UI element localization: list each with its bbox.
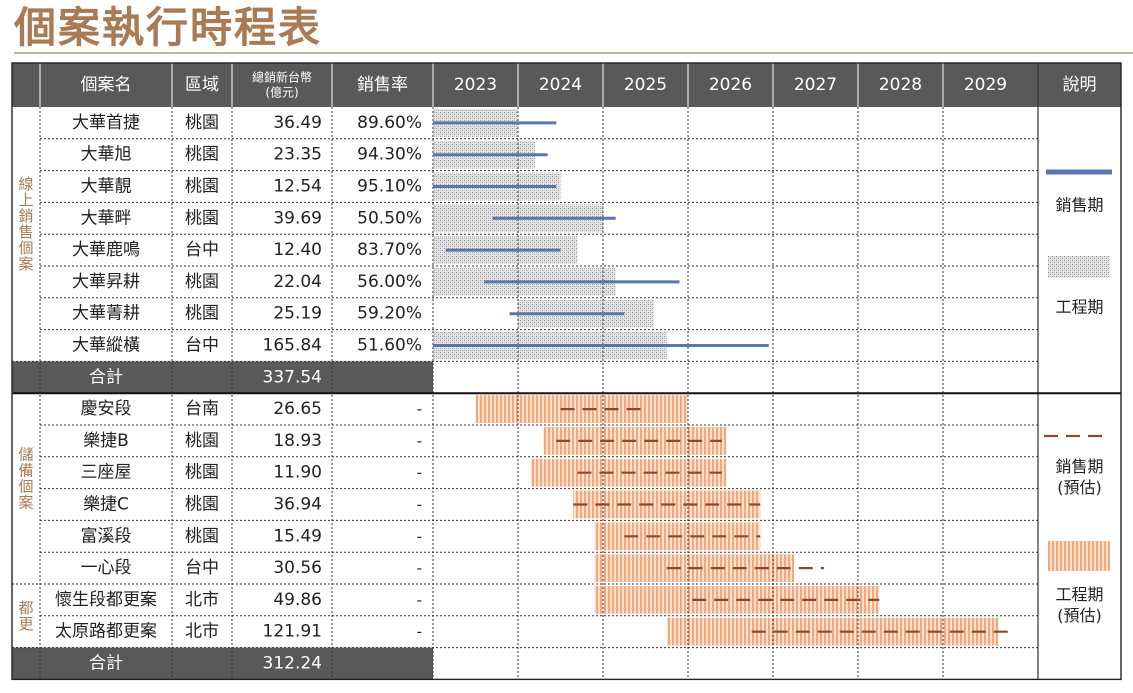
project-region: 桃園 (185, 431, 219, 451)
project-region: 桃園 (185, 304, 219, 324)
legend-estimated-construction-label: 工程期(預估) (1055, 585, 1103, 625)
project-name: 大華首捷 (72, 113, 140, 133)
project-region: 台中 (185, 336, 219, 356)
header-total-sales: 總銷新台幣(億元) (252, 70, 312, 100)
project-name: 慶安段 (81, 399, 132, 419)
project-name: 樂捷B (83, 431, 129, 451)
project-total: 22.04 (273, 272, 322, 292)
project-name: 大華縱橫 (72, 336, 140, 356)
project-total: 36.49 (273, 113, 322, 133)
project-region: 桃園 (185, 495, 219, 515)
project-region: 台中 (185, 240, 219, 260)
project-name: 富溪段 (81, 526, 132, 546)
project-region: 台南 (185, 399, 219, 419)
project-region: 台中 (185, 558, 219, 578)
project-name: 大華旭 (81, 145, 132, 165)
header-name: 個案名 (81, 75, 132, 95)
project-total: 23.35 (273, 145, 322, 165)
sales-rate: - (417, 623, 422, 641)
project-name: 大華畔 (81, 208, 132, 228)
project-total: 49.86 (273, 590, 322, 610)
subtotal-label: 合計 (89, 654, 123, 674)
project-name: 大華昇耕 (72, 272, 140, 292)
subtotal-value: 337.54 (263, 367, 322, 387)
project-total: 11.90 (273, 463, 322, 483)
header-region: 區域 (185, 75, 219, 95)
legend-estimated-construction-swatch (1048, 541, 1110, 571)
header-year-2029: 2029 (964, 75, 1007, 95)
project-name: 一心段 (81, 558, 132, 578)
project-total: 12.54 (273, 177, 322, 197)
project-total: 26.65 (273, 399, 322, 419)
project-total: 39.69 (273, 208, 322, 228)
header-year-2024: 2024 (539, 75, 582, 95)
legend-construction-swatch (1048, 256, 1110, 278)
project-total: 12.40 (273, 240, 322, 260)
sales-rate: 89.60% (357, 113, 422, 133)
project-region: 桃園 (185, 113, 219, 133)
header-year-2026: 2026 (709, 75, 752, 95)
sales-rate: - (417, 527, 422, 545)
sales-rate: 94.30% (357, 145, 422, 165)
sales-rate: - (417, 464, 422, 482)
project-name: 大華菁耕 (72, 304, 140, 324)
project-name: 樂捷C (83, 495, 129, 515)
sales-rate: - (417, 400, 422, 418)
estimated-construction-bar (666, 617, 999, 646)
sales-rate: - (417, 591, 422, 609)
sales-rate: 50.50% (357, 208, 422, 228)
title-divider (14, 52, 1133, 54)
project-region: 桃園 (185, 145, 219, 165)
project-total: 18.93 (273, 431, 322, 451)
project-region: 桃園 (185, 208, 219, 228)
project-total: 165.84 (263, 336, 322, 356)
header-notes: 說明 (1063, 75, 1097, 95)
group-urban-renewal: 都更 (18, 599, 33, 633)
sales-rate: 59.20% (357, 304, 422, 324)
project-total: 15.49 (273, 526, 322, 546)
sales-rate: 51.60% (357, 336, 422, 356)
project-name: 懷生段都更案 (55, 590, 157, 610)
sales-rate: 95.10% (357, 177, 422, 197)
sales-rate: 56.00% (357, 272, 422, 292)
header-year-2028: 2028 (879, 75, 922, 95)
project-region: 桃園 (185, 272, 219, 292)
header-rate: 銷售率 (357, 75, 408, 95)
project-region: 北市 (185, 622, 219, 642)
subtotal-row-bg (12, 647, 433, 680)
table-header-bg (12, 63, 1121, 107)
project-total: 30.56 (273, 558, 322, 578)
project-region: 桃園 (185, 463, 219, 483)
project-name: 三座屋 (81, 463, 132, 483)
page-title: 個案執行時程表 (14, 3, 323, 52)
legend-estimated-sales-label: 銷售期(預估) (1055, 457, 1103, 497)
legend-construction-label: 工程期 (1055, 298, 1103, 317)
legend-sales-label: 銷售期 (1055, 196, 1103, 215)
subtotal-label: 合計 (89, 367, 123, 387)
group-reserve: 儲備個案 (18, 446, 33, 512)
sales-rate: - (417, 496, 422, 514)
header-year-2025: 2025 (624, 75, 667, 95)
subtotal-value: 312.24 (263, 654, 322, 674)
subtotal-row-bg (12, 361, 433, 394)
estimated-construction-bar (475, 395, 688, 423)
project-name: 大華靚 (81, 177, 132, 197)
project-name: 太原路都更案 (55, 622, 157, 642)
sales-rate: 83.70% (357, 240, 422, 260)
group-online-sales: 線上銷售個案 (18, 175, 33, 273)
project-name: 大華鹿鳴 (72, 240, 140, 260)
header-year-2023: 2023 (454, 75, 497, 95)
project-total: 25.19 (273, 304, 322, 324)
sales-rate: - (417, 432, 422, 450)
project-total: 121.91 (263, 622, 322, 642)
project-region: 桃園 (185, 526, 219, 546)
project-region: 桃園 (185, 177, 219, 197)
table-border (11, 62, 1122, 681)
header-year-2027: 2027 (794, 75, 837, 95)
project-region: 北市 (185, 590, 219, 610)
project-total: 36.94 (273, 495, 322, 515)
sales-rate: - (417, 559, 422, 577)
